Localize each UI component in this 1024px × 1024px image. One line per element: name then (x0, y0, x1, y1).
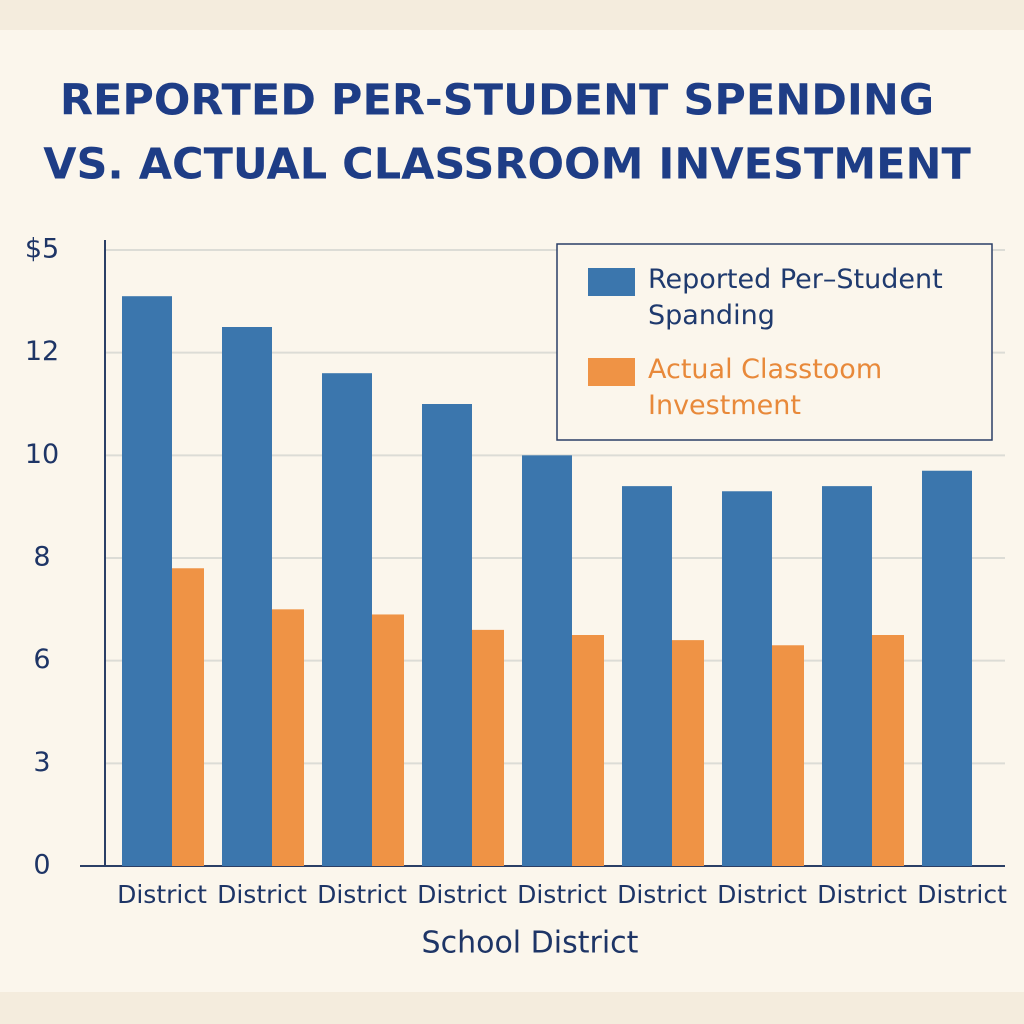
x-tick-label: District (317, 880, 407, 909)
x-tick-label: District (117, 880, 207, 909)
y-tick-label: 6 (33, 644, 50, 675)
bar (722, 491, 772, 866)
bar (172, 568, 204, 866)
bar (872, 635, 904, 866)
legend-swatch (588, 358, 635, 386)
x-tick-label: District (417, 880, 507, 909)
bar (372, 614, 404, 866)
legend-entry: Actual Classtoom Investment (648, 354, 883, 421)
bar (472, 629, 504, 866)
x-tick-label: District (917, 880, 1007, 909)
bar (922, 470, 972, 866)
y-tick-label: 8 (33, 542, 50, 573)
bar (572, 635, 604, 866)
bar (222, 327, 272, 866)
legend-entry: Reported Per–Student Spanding (648, 264, 943, 331)
x-axis-label: School District (422, 926, 639, 961)
bar (122, 296, 172, 866)
bar (272, 609, 304, 866)
bar (772, 645, 804, 866)
bar (322, 373, 372, 866)
y-tick-label: $5 (25, 234, 59, 265)
y-tick-label: 10 (25, 439, 59, 470)
bar (672, 640, 704, 866)
bar (422, 404, 472, 866)
chart-title: VS. ACTUAL CLASSROOM INVESTMENT (43, 140, 971, 190)
legend-swatch (588, 268, 635, 296)
legend-label: Reported Per–Student Spanding (648, 264, 943, 331)
bar (622, 486, 672, 866)
x-tick-label: District (717, 880, 807, 909)
legend-label: Actual Classtoom Investment (648, 354, 883, 421)
x-tick-label: District (817, 880, 907, 909)
x-tick-label: District (517, 880, 607, 909)
bar (822, 486, 872, 866)
y-tick-label: 3 (33, 747, 50, 778)
y-tick-label: 12 (25, 336, 59, 367)
chart-title: REPORTED PER-STUDENT SPENDING (60, 76, 934, 126)
x-tick-label: District (217, 880, 307, 909)
y-tick-label: 0 (33, 850, 50, 881)
bar (522, 455, 572, 866)
x-tick-label: District (617, 880, 707, 909)
